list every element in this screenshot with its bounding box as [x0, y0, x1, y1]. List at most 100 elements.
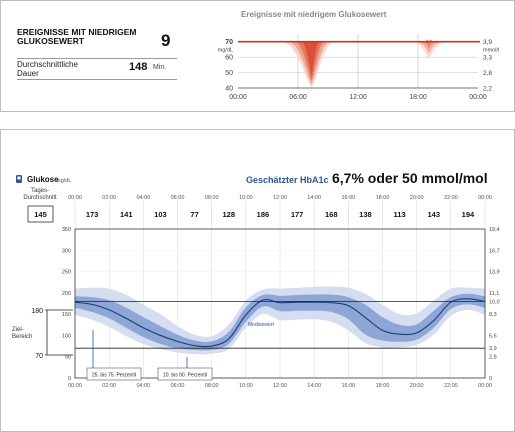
duration-value: 148 — [129, 61, 148, 73]
agp-bottom-time-tick: 10:00 — [239, 383, 253, 389]
divider — [17, 58, 177, 59]
agp-top-time-tick: 00:00 — [68, 195, 82, 201]
duration-label: Durchschnittliche Dauer — [17, 60, 78, 78]
events-label: EREIGNISSE MIT NIEDRIGEM GLUKOSEWERT — [17, 27, 137, 46]
agp-bottom-time-tick: 18:00 — [376, 383, 390, 389]
agp-hourly-average: 103 — [154, 210, 167, 219]
low-left-tick: 50 — [225, 70, 233, 77]
daily-avg-label-2: Durchschnitt — [23, 195, 57, 201]
agp-top-time-tick: 04:00 — [136, 195, 150, 201]
daily-avg-box — [27, 205, 54, 223]
agp-top-time-tick: 20:00 — [410, 195, 424, 201]
low-event-shape — [420, 41, 438, 49]
agp-top-time-tick: 10:00 — [239, 195, 253, 201]
agp-left-tick: 100 — [62, 333, 71, 339]
agp-bottom-time-tick: 16:00 — [341, 383, 355, 389]
agp-top-time-tick: 14:00 — [307, 195, 321, 201]
agp-top-time-tick: 16:00 — [341, 195, 355, 201]
agp-top-time-tick: 00:00 — [478, 195, 492, 201]
agp-left-tick: 250 — [62, 270, 71, 276]
legend-25-75-label: 25. bis 75. Perzentil — [92, 373, 136, 379]
agp-bottom-time-tick: 00:00 — [68, 383, 82, 389]
agp-right-tick: 19,4 — [489, 227, 500, 233]
agp-right-tick: 2,8 — [489, 355, 497, 361]
agp-right-tick: 11,1 — [489, 291, 499, 297]
agp-left-tick: 300 — [62, 248, 71, 254]
low-x-tick: 00:00 — [229, 94, 247, 101]
agp-left-tick: 0 — [68, 376, 71, 382]
agp-chart: Glukose mg/dL Geschätzter HbA1c 6,7% ode… — [12, 170, 500, 389]
agp-left-tick: 200 — [62, 291, 71, 297]
agp-hourly-average: 128 — [222, 210, 235, 219]
agp-left-tick: 50 — [65, 355, 71, 361]
hba1c-label: Geschätzter HbA1c — [246, 175, 329, 185]
agp-right-tick: 3,9 — [489, 346, 497, 352]
low-chart-title: Ereignisse mit niedrigem Glukosewert — [241, 10, 387, 19]
agp-hourly-average: 194 — [462, 210, 475, 219]
low-x-tick: 00:00 — [469, 94, 487, 101]
agp-median-line — [74, 298, 486, 348]
agp-hourly-average: 168 — [325, 210, 338, 219]
agp-top-time-tick: 12:00 — [273, 195, 287, 201]
target-low-label: 70 — [35, 353, 43, 360]
low-left-tick: 40 — [225, 86, 233, 93]
agp-right-tick: 16,7 — [489, 248, 500, 254]
divider — [17, 79, 177, 80]
agp-bottom-time-tick: 04:00 — [136, 383, 150, 389]
low-x-tick: 18:00 — [409, 94, 427, 101]
agp-bottom-time-tick: 22:00 — [444, 383, 458, 389]
agp-right-tick: 0 — [489, 376, 492, 382]
agp-hourly-average: 177 — [291, 210, 304, 219]
hba1c-value: 6,7% oder 50 mmol/mol — [332, 170, 488, 186]
agp-band-25-75 — [75, 293, 485, 351]
low-right-tick: 2,8 — [483, 70, 492, 77]
legend-10-90-label: 10. bis 90. Perzentil — [163, 373, 207, 379]
agp-right-tick: 10,0 — [489, 299, 500, 305]
agp-right-tick: 13,9 — [489, 270, 500, 276]
agp-bottom-time-tick: 12:00 — [273, 383, 287, 389]
agp-hourly-average: 143 — [427, 210, 440, 219]
agp-top-time-tick: 22:00 — [444, 195, 458, 201]
agp-left-tick: 150 — [62, 312, 71, 318]
duration-unit: Min. — [153, 64, 167, 71]
low-events-chart: Ereignisse mit niedrigem Glukosewert 70 6… — [218, 10, 500, 101]
target-label-2: Bereich — [12, 334, 32, 340]
daily-avg-value: 145 — [34, 210, 47, 219]
events-value: 9 — [161, 31, 171, 50]
daily-avg-label-1: Tages- — [31, 188, 49, 194]
low-right-tick: 3,3 — [483, 55, 492, 62]
target-label-1: Ziel- — [12, 327, 24, 333]
low-events-card: EREIGNISSE MIT NIEDRIGEM GLUKOSEWERT 9 D… — [0, 0, 515, 112]
agp-right-tick: 8,3 — [489, 312, 497, 318]
agp-hourly-average: 186 — [257, 210, 270, 219]
sensor-icon-window — [17, 176, 21, 180]
agp-hourly-average: 138 — [359, 210, 372, 219]
agp-top-time-tick: 08:00 — [205, 195, 219, 201]
agp-bottom-time-tick: 00:00 — [478, 383, 492, 389]
agp-card: Glukose mg/dL Geschätzter HbA1c 6,7% ode… — [0, 129, 515, 432]
low-right-unit: mmol/l — [483, 48, 499, 54]
agp-hourly-average: 113 — [394, 210, 406, 219]
agp-bottom-time-tick: 02:00 — [102, 383, 116, 389]
agp-bottom-time-tick: 20:00 — [410, 383, 424, 389]
low-left-tick: 70 — [225, 39, 233, 46]
legend-25-75 — [86, 367, 142, 381]
low-left-unit: mg/dL — [218, 48, 233, 54]
agp-right-tick: 5,6 — [489, 333, 497, 339]
agp-bottom-time-tick: 06:00 — [171, 383, 185, 389]
agp-left-tick: 350 — [62, 227, 71, 233]
glucose-label: Glukose — [27, 175, 59, 184]
agp-bottom-time-tick: 08:00 — [205, 383, 219, 389]
low-right-tick: 2,2 — [483, 86, 492, 93]
legend-10-90 — [157, 367, 213, 381]
low-left-tick: 60 — [225, 55, 233, 62]
agp-plot-frame — [74, 228, 486, 379]
glucose-unit: mg/dL — [56, 178, 71, 184]
agp-top-time-tick: 06:00 — [171, 195, 185, 201]
low-right-tick: 3,9 — [483, 39, 492, 46]
low-x-tick: 06:00 — [289, 94, 307, 101]
agp-hourly-average: 141 — [120, 210, 133, 219]
low-event-shape — [301, 41, 320, 77]
agp-top-time-tick: 02:00 — [102, 195, 116, 201]
median-label: Medianwert — [248, 322, 274, 328]
